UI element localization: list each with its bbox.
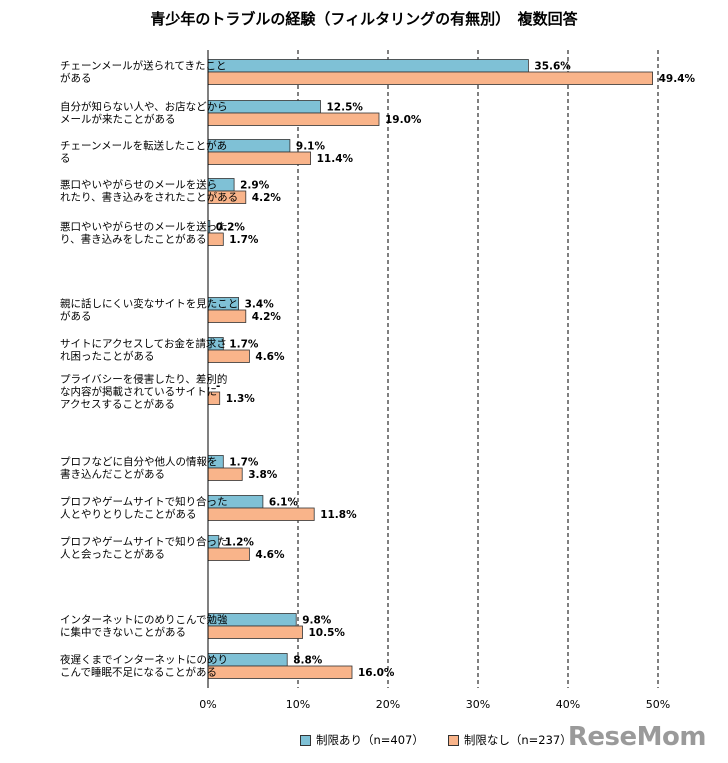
bar-s1-c2 — [207, 151, 311, 165]
category-label-9: プロフやゲームサイトで知り合った人とやりとりしたことがある — [60, 495, 228, 521]
value-label-s1-c10: 4.6% — [255, 549, 285, 561]
x-tick-labels: 0% 10% 20% 30% 40% 50% — [199, 698, 670, 711]
category-label-12-line-0: 夜遅くまでインターネットにのめり — [60, 653, 228, 666]
category-label-1: 自分が知らない人や、お店などからメールが来たことがある — [60, 100, 228, 126]
value-label-s1-c7: 1.3% — [226, 393, 256, 405]
value-label-s1-c9: 11.8% — [320, 509, 357, 521]
category-label-9-line-0: プロフやゲームサイトで知り合った — [60, 495, 228, 508]
category-label-8-line-0: プロフなどに自分や他人の情報を — [60, 455, 218, 468]
value-label-s1-c4: 1.7% — [229, 234, 259, 246]
value-label-s0-c5: 3.4% — [245, 299, 275, 311]
bar-s1-c9 — [207, 507, 315, 521]
category-label-2-line-1: る — [60, 152, 71, 164]
category-label-0-line-1: がある — [60, 71, 92, 84]
category-label-6-line-0: サイトにアクセスしてお金を請求さ — [60, 337, 227, 350]
category-label-7-line-0: プライバシーを侵害したり、差別的 — [60, 373, 227, 386]
category-label-8-line-1: 書き込んだことがある — [60, 467, 165, 480]
value-label-s1-c3: 4.2% — [252, 192, 282, 204]
bars — [207, 59, 654, 679]
bar-s1-c4 — [207, 232, 224, 246]
value-label-s0-c10: 1.2% — [225, 537, 255, 549]
x-tick-label-2: 20% — [376, 698, 400, 711]
legend-item-series-1: 制限なし（n=237） — [447, 732, 572, 748]
bar-s1-c0 — [207, 71, 654, 85]
legend-label-series-0: 制限あり（n=407） — [316, 733, 424, 747]
bar-s0-c0 — [207, 59, 529, 73]
bar-s1-c10 — [207, 547, 250, 561]
category-label-7-line-2: アクセスすることがある — [60, 398, 175, 411]
value-label-s1-c1: 19.0% — [385, 114, 422, 126]
category-label-5: 親に話しにくい変なサイトを見たことがある — [60, 297, 238, 323]
bar-s1-c8 — [207, 467, 243, 481]
value-labels: 35.6%49.4%12.5%19.0%9.1%11.4%2.9%4.2%0.2… — [216, 61, 696, 680]
resemom-logo: ReseMom — [567, 722, 707, 752]
category-label-11: インターネットにのめりこんで勉強に集中できないことがある — [60, 613, 228, 639]
category-label-10: プロフやゲームサイトで知り合った人と会ったことがある — [60, 535, 228, 561]
value-label-s0-c2: 9.1% — [296, 141, 326, 153]
category-label-4-line-1: り、書き込みをしたことがある — [60, 232, 207, 245]
bar-s1-c6 — [207, 349, 250, 363]
category-label-5-line-1: がある — [60, 309, 92, 322]
value-label-s0-c3: 2.9% — [240, 180, 270, 192]
category-label-0-line-0: チェーンメールが送られてきたこと — [60, 59, 227, 72]
category-label-8: プロフなどに自分や他人の情報を書き込んだことがある — [60, 455, 218, 481]
value-label-s0-c8: 1.7% — [229, 457, 259, 469]
chart-title: 青少年のトラブルの経験（フィルタリングの有無別） 複数回答 — [150, 10, 578, 28]
value-label-s0-c0: 35.6% — [534, 61, 571, 73]
bar-s1-c11 — [207, 625, 303, 639]
category-label-2-line-0: チェーンメールを転送したことがあ — [60, 139, 227, 152]
category-label-11-line-0: インターネットにのめりこんで勉強 — [60, 613, 228, 626]
grid-lines — [297, 50, 659, 688]
legend: 制限あり（n=407） 制限なし（n=237） — [300, 732, 572, 748]
legend-swatch-series-1 — [447, 734, 459, 746]
value-label-s0-c1: 12.5% — [327, 102, 364, 114]
category-label-5-line-0: 親に話しにくい変なサイトを見たこと — [60, 297, 238, 310]
category-label-4: 悪口やいやがらせのメールを送ったり、書き込みをしたことがある — [60, 220, 228, 246]
category-label-1-line-1: メールが来たことがある — [60, 112, 176, 125]
x-tick-label-5: 50% — [646, 698, 670, 711]
category-label-1-line-0: 自分が知らない人や、お店などから — [60, 100, 228, 113]
legend-item-series-0: 制限あり（n=407） — [300, 732, 424, 748]
value-label-s1-c0: 49.4% — [659, 73, 696, 85]
legend-label-series-1: 制限なし（n=237） — [463, 733, 572, 747]
category-label-0: チェーンメールが送られてきたことがある — [60, 59, 227, 85]
x-tick-label-4: 40% — [556, 698, 580, 711]
category-label-4-line-0: 悪口やいやがらせのメールを送った — [60, 220, 228, 233]
value-label-s0-c9: 6.1% — [269, 497, 299, 509]
category-label-12-line-1: こんで睡眠不足になることがある — [60, 665, 217, 678]
category-label-7: プライバシーを侵害したり、差別的な内容が掲載されているサイトにアクセスすることが… — [60, 373, 227, 411]
category-label-2: チェーンメールを転送したことがある — [60, 139, 227, 165]
category-label-3-line-1: れたり、書き込みをされたことがある — [60, 190, 238, 203]
legend-swatch-series-0 — [300, 734, 311, 746]
category-labels: チェーンメールが送られてきたことがある自分が知らない人や、お店などからメールが来… — [60, 59, 238, 679]
x-tick-label-1: 10% — [286, 698, 310, 711]
value-label-s0-c4: 0.2% — [216, 222, 246, 234]
value-label-s0-c11: 9.8% — [302, 615, 332, 627]
category-label-3-line-0: 悪口やいやがらせのメールを送ら — [60, 178, 217, 191]
category-label-6: サイトにアクセスしてお金を請求され困ったことがある — [60, 337, 227, 363]
x-tick-label-0: 0% — [199, 698, 216, 711]
category-label-12: 夜遅くまでインターネットにのめりこんで睡眠不足になることがある — [60, 653, 228, 679]
bar-s1-c5 — [207, 309, 247, 323]
value-label-s1-c2: 11.4% — [317, 153, 354, 165]
value-label-s1-c12: 16.0% — [358, 667, 395, 679]
value-label-s1-c6: 4.6% — [255, 351, 285, 363]
category-label-3: 悪口やいやがらせのメールを送られたり、書き込みをされたことがある — [60, 178, 238, 204]
value-label-s1-c5: 4.2% — [252, 311, 282, 323]
value-label-s0-c12: 8.8% — [293, 655, 323, 667]
bar-s1-c12 — [207, 665, 353, 679]
x-tick-label-3: 30% — [466, 698, 490, 711]
category-label-6-line-1: れ困ったことがある — [60, 349, 155, 362]
category-label-9-line-1: 人とやりとりしたことがある — [60, 507, 197, 520]
category-label-10-line-1: 人と会ったことがある — [60, 547, 165, 560]
category-label-7-line-1: な内容が掲載されているサイトに — [60, 385, 217, 398]
value-label-s0-c6: 1.7% — [229, 339, 259, 351]
value-label-s1-c11: 10.5% — [309, 627, 346, 639]
value-label-s1-c8: 3.8% — [248, 469, 278, 481]
bar-s1-c1 — [207, 112, 380, 126]
category-label-11-line-1: に集中できないことがある — [60, 625, 186, 638]
value-label-s0-c7: - — [216, 381, 220, 393]
category-label-10-line-0: プロフやゲームサイトで知り合った — [60, 535, 228, 548]
